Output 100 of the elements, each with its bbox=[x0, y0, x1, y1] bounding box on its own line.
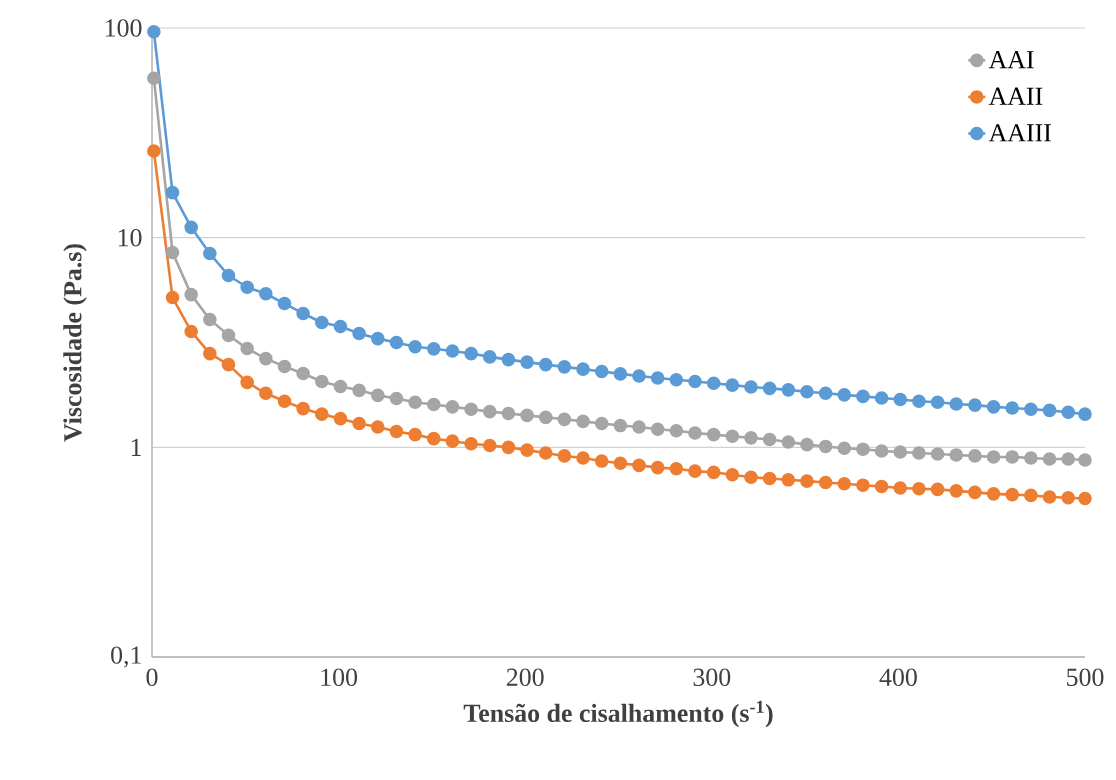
point bbox=[389, 391, 404, 406]
y-tick-label: 100 bbox=[105, 19, 142, 37]
point bbox=[874, 391, 889, 405]
point bbox=[482, 350, 497, 364]
point bbox=[594, 364, 609, 379]
point bbox=[1005, 487, 1020, 502]
point bbox=[240, 375, 254, 390]
point bbox=[501, 440, 516, 455]
point bbox=[165, 290, 180, 305]
point bbox=[706, 376, 721, 391]
point bbox=[1024, 402, 1038, 417]
point bbox=[650, 422, 665, 437]
point bbox=[1024, 451, 1038, 465]
point bbox=[725, 467, 740, 482]
point bbox=[445, 344, 460, 358]
point bbox=[501, 406, 516, 421]
point bbox=[1078, 453, 1092, 467]
point bbox=[912, 481, 926, 496]
point bbox=[1024, 488, 1038, 503]
point bbox=[296, 401, 310, 416]
point bbox=[184, 220, 198, 235]
point bbox=[706, 465, 721, 480]
point bbox=[762, 381, 777, 396]
point bbox=[315, 315, 329, 330]
point bbox=[147, 71, 161, 86]
point bbox=[501, 352, 516, 367]
point bbox=[1042, 403, 1057, 418]
point bbox=[520, 408, 534, 423]
point bbox=[333, 379, 348, 394]
point bbox=[968, 485, 982, 500]
point bbox=[632, 458, 646, 473]
point bbox=[370, 388, 385, 403]
point bbox=[856, 442, 870, 456]
y-tick-label: 1 bbox=[131, 438, 141, 456]
point bbox=[464, 346, 478, 361]
point bbox=[613, 456, 628, 471]
point bbox=[221, 357, 236, 372]
point bbox=[203, 246, 217, 261]
point bbox=[165, 185, 180, 200]
point bbox=[538, 446, 553, 460]
point bbox=[781, 435, 796, 449]
point bbox=[352, 326, 366, 341]
point bbox=[557, 360, 572, 374]
point bbox=[389, 424, 404, 439]
point bbox=[744, 380, 758, 394]
point bbox=[576, 362, 590, 376]
point bbox=[632, 420, 646, 434]
point bbox=[613, 367, 628, 381]
point bbox=[277, 359, 292, 374]
point bbox=[874, 479, 889, 494]
point bbox=[1078, 491, 1092, 506]
point bbox=[408, 427, 422, 442]
point bbox=[464, 402, 478, 417]
point bbox=[445, 434, 460, 448]
point bbox=[949, 448, 964, 462]
point bbox=[986, 450, 1001, 464]
point bbox=[1042, 452, 1057, 466]
x-tick-label: 100 bbox=[321, 668, 358, 686]
point bbox=[893, 392, 908, 407]
point bbox=[781, 383, 796, 397]
point bbox=[986, 400, 1001, 414]
point bbox=[688, 374, 702, 389]
point bbox=[240, 341, 254, 356]
point bbox=[1061, 405, 1076, 420]
point bbox=[203, 346, 217, 361]
point bbox=[650, 460, 665, 475]
point bbox=[557, 412, 572, 427]
point bbox=[930, 447, 945, 461]
legend-label: AAI bbox=[988, 51, 1034, 69]
x-tick-label: 300 bbox=[693, 668, 731, 686]
point bbox=[1061, 452, 1076, 466]
point bbox=[893, 445, 908, 459]
point bbox=[912, 394, 926, 408]
point bbox=[147, 144, 161, 158]
point bbox=[538, 410, 553, 425]
point bbox=[221, 268, 236, 283]
point bbox=[259, 286, 273, 301]
point bbox=[688, 464, 702, 478]
point bbox=[837, 388, 852, 402]
point bbox=[520, 355, 534, 369]
point bbox=[669, 462, 684, 476]
point bbox=[259, 386, 273, 401]
point bbox=[426, 342, 441, 356]
point bbox=[930, 395, 945, 410]
point bbox=[1078, 407, 1092, 421]
point bbox=[333, 411, 348, 426]
point bbox=[352, 416, 366, 431]
point bbox=[688, 426, 702, 440]
point bbox=[837, 477, 852, 491]
point bbox=[818, 386, 833, 401]
point bbox=[464, 436, 478, 451]
y-axis-title: Viscosidade (Pa.s) bbox=[63, 244, 87, 442]
point bbox=[949, 484, 964, 498]
x-tick-label: 200 bbox=[506, 668, 544, 686]
point bbox=[482, 404, 497, 419]
point bbox=[296, 306, 310, 321]
point bbox=[949, 397, 964, 411]
point bbox=[725, 378, 740, 392]
point bbox=[240, 280, 254, 295]
point bbox=[482, 438, 497, 453]
